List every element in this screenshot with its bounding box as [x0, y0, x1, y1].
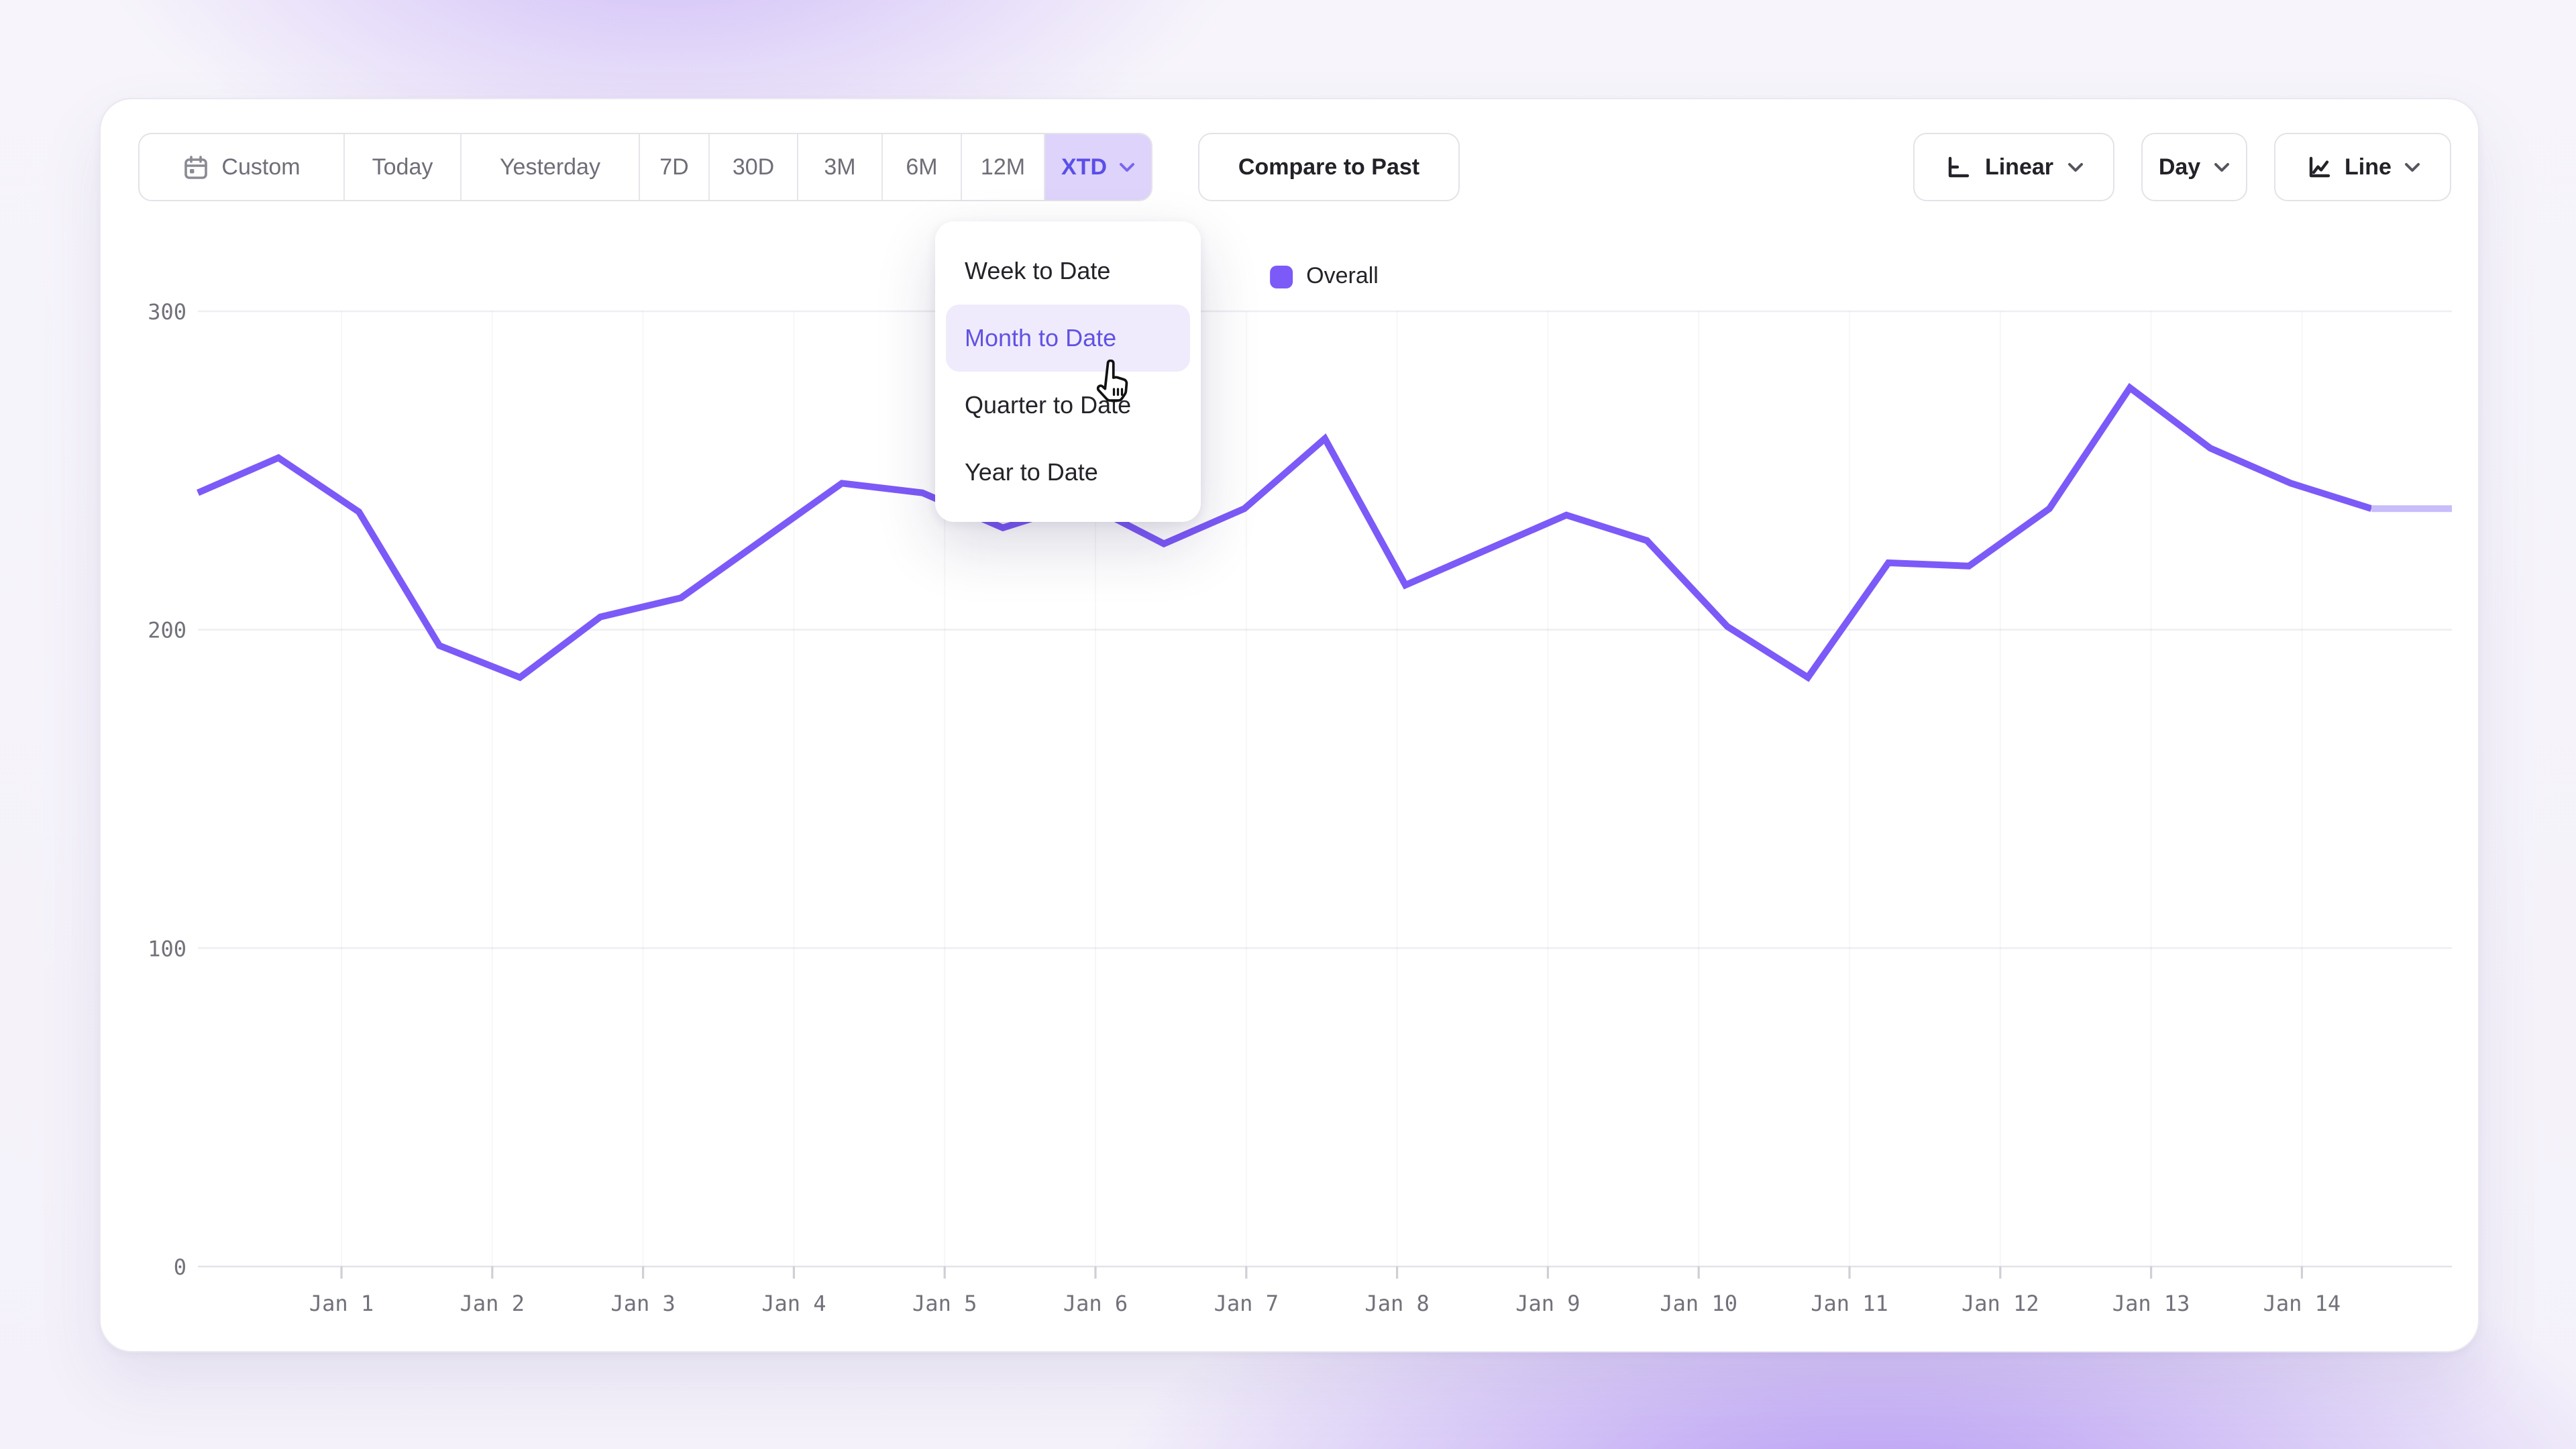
legend-swatch	[1270, 265, 1293, 288]
y-tick-label: 0	[174, 1254, 186, 1280]
range-yesterday[interactable]: Yesterday	[462, 134, 640, 200]
interval-select-label: Day	[2158, 154, 2201, 179]
range-xtd[interactable]: XTD	[1045, 134, 1151, 200]
chart-type-select[interactable]: Line	[2274, 133, 2451, 201]
compare-to-past-label: Compare to Past	[1238, 154, 1420, 179]
dropdown-item-quarter-to-date[interactable]: Quarter to Date	[965, 391, 1132, 418]
x-tick-label: Jan 5	[912, 1291, 977, 1316]
interval-select[interactable]: Day	[2141, 133, 2247, 201]
legend-label: Overall	[1306, 263, 1379, 288]
range-custom[interactable]: Custom	[140, 134, 345, 200]
x-tick-label: Jan 14	[2263, 1291, 2341, 1316]
chevron-down-icon	[2067, 162, 2083, 172]
series-line-overall	[197, 382, 2373, 682]
range-today[interactable]: Today	[345, 134, 462, 200]
x-tick-label: Jan 13	[2112, 1291, 2190, 1316]
legend[interactable]: Overall	[1270, 263, 1379, 290]
chevron-down-icon	[2214, 162, 2230, 172]
x-tick-label: Jan 7	[1214, 1291, 1279, 1316]
x-tick-label: Jan 3	[610, 1291, 675, 1316]
scale-select-label: Linear	[1984, 154, 2054, 179]
range-30d[interactable]: 30D	[710, 134, 798, 200]
range-3m[interactable]: 3M	[798, 134, 883, 200]
chevron-down-icon	[2405, 162, 2421, 172]
line-chart-icon	[2304, 154, 2331, 180]
calendar-icon	[182, 154, 209, 180]
compare-to-past-button[interactable]: Compare to Past	[1198, 133, 1460, 201]
x-tick-label: Jan 2	[460, 1291, 525, 1316]
x-tick-label: Jan 12	[1962, 1291, 2039, 1316]
y-tick-label: 100	[148, 936, 186, 961]
range-7d[interactable]: 7D	[640, 134, 710, 200]
x-tick-label: Jan 4	[761, 1291, 826, 1316]
x-tick-label: Jan 1	[309, 1291, 374, 1316]
linear-scale-icon	[1945, 154, 1972, 180]
chart-type-select-label: Line	[2345, 154, 2392, 179]
toolbar-right-controls: Linear Day Line	[1913, 133, 2451, 201]
x-tick-label: Jan 10	[1660, 1291, 1737, 1316]
dropdown-item-week-to-date[interactable]: Week to Date	[965, 257, 1111, 284]
chart-toolbar: Custom Today Yesterday 7D 30D 3M 6M 12M XTD Comp…	[138, 133, 2451, 201]
x-tick-label: Jan 9	[1515, 1291, 1580, 1316]
dropdown-item-month-to-date[interactable]: Month to Date	[946, 305, 1190, 372]
y-tick-label: 200	[148, 618, 186, 643]
x-tick-label: Jan 6	[1063, 1291, 1128, 1316]
date-range-dropdown: Week to Date Month to Date Quarter to Date…	[935, 221, 1201, 522]
line-chart: 0 100 200 300 Jan 1 Jan 2 Jan 3 Jan 4 Jan 5 Jan 6…	[148, 299, 2452, 1316]
y-tick-label: 300	[148, 299, 186, 325]
scale-select[interactable]: Linear	[1913, 133, 2114, 201]
range-12m[interactable]: 12M	[962, 134, 1045, 200]
insights-card: Custom Today Yesterday 7D 30D 3M 6M 12M XTD Comp…	[99, 98, 2479, 1352]
date-range-group: Custom Today Yesterday 7D 30D 3M 6M 12M XTD	[138, 133, 1152, 201]
dropdown-item-year-to-date[interactable]: Year to Date	[965, 458, 1098, 485]
x-tick-label: Jan 11	[1811, 1291, 1888, 1316]
range-6m[interactable]: 6M	[883, 134, 962, 200]
x-tick-label: Jan 8	[1364, 1291, 1429, 1316]
chevron-down-icon	[1119, 162, 1135, 172]
